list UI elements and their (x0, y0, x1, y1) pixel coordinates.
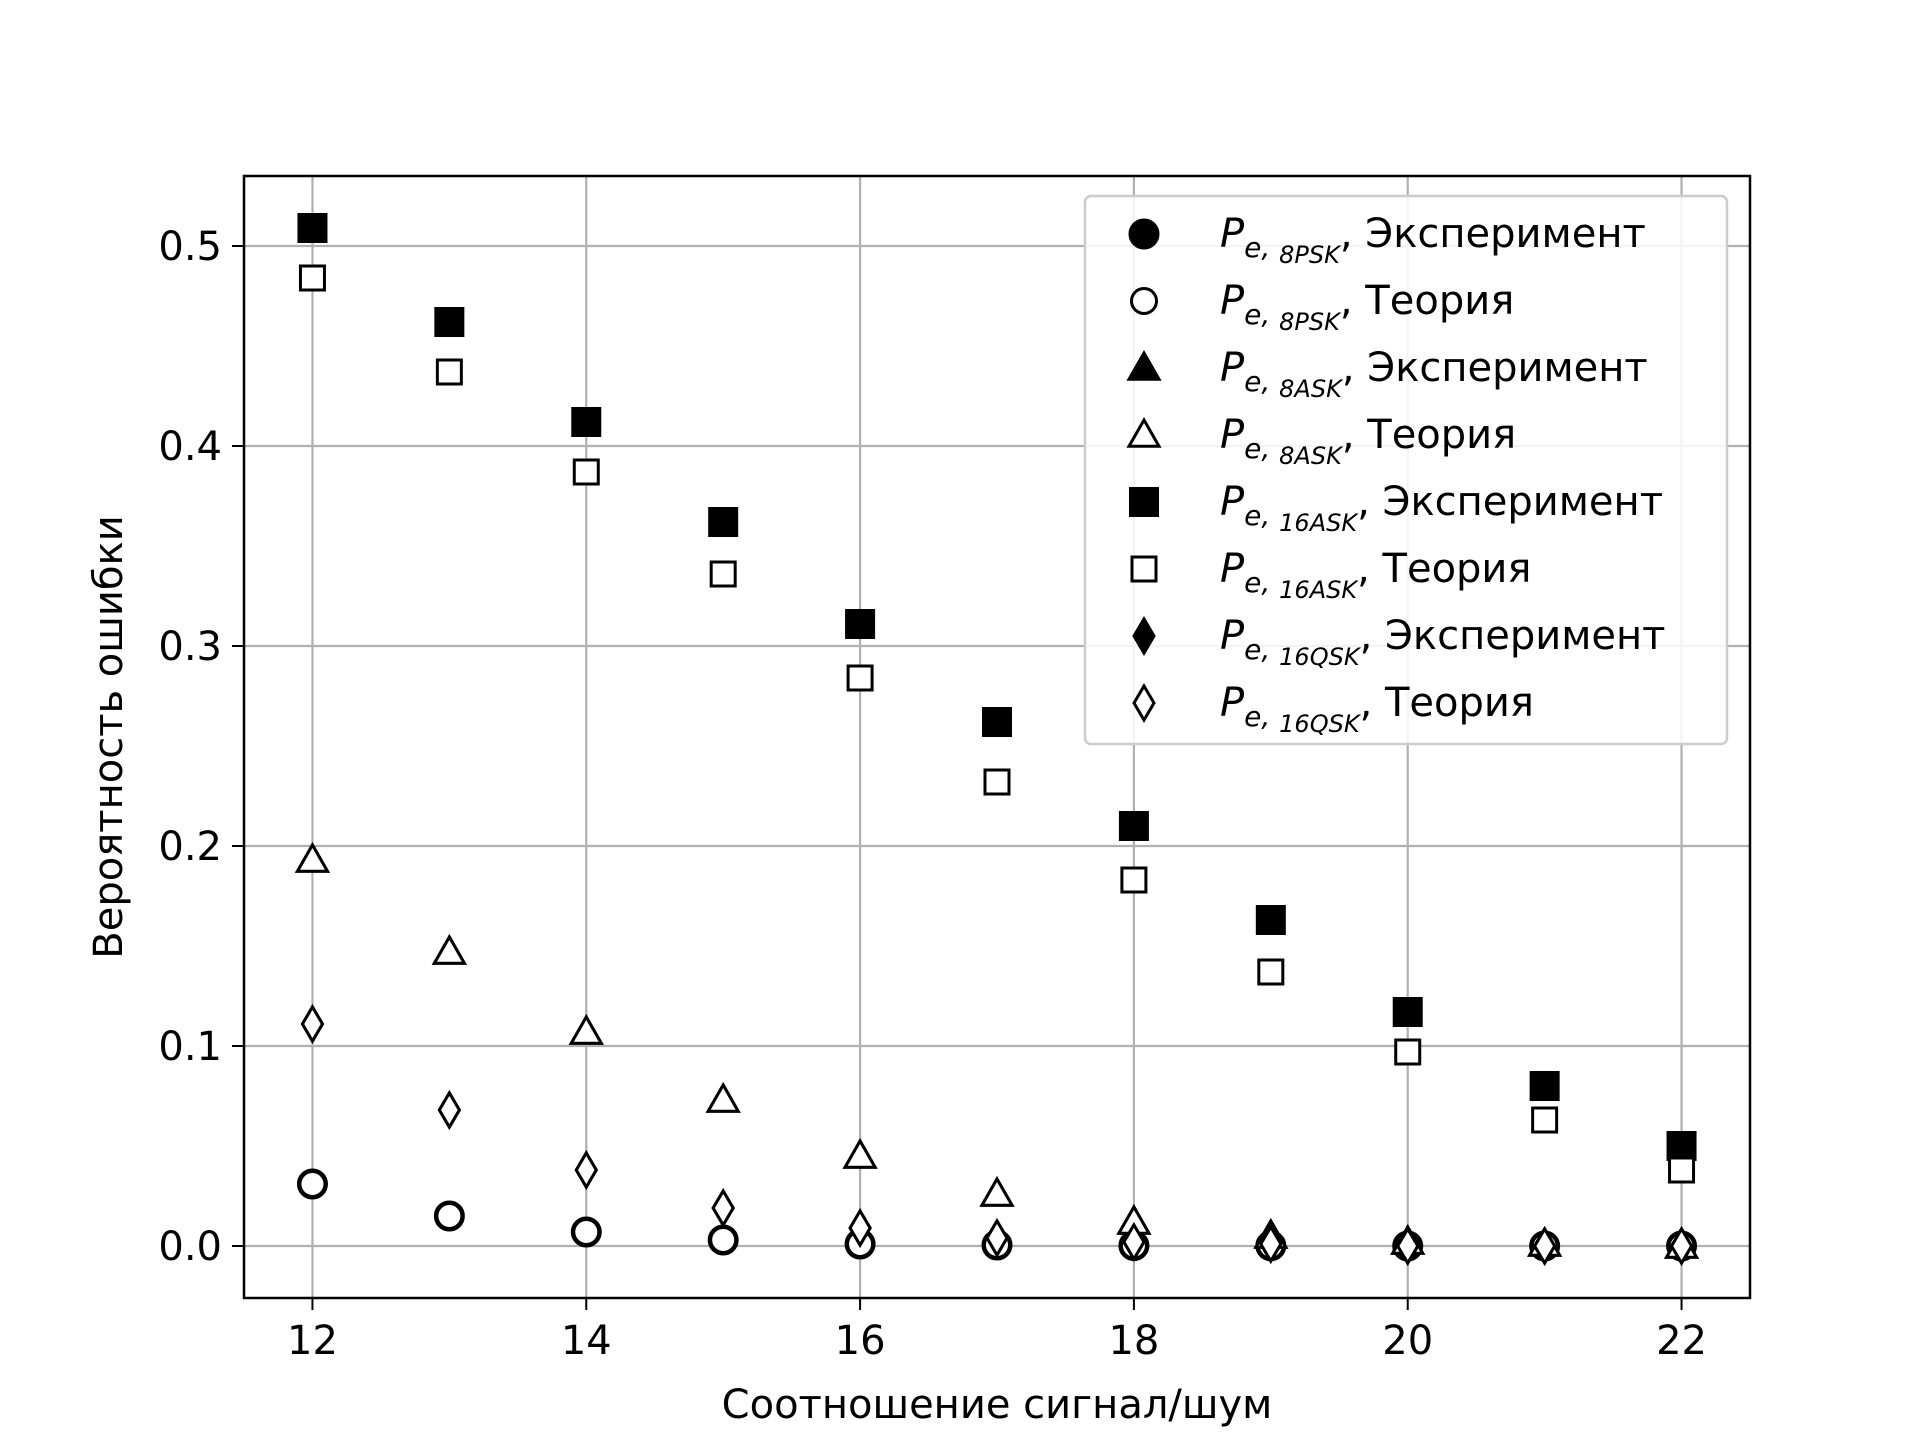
data-point (571, 407, 602, 437)
data-point (572, 1218, 601, 1246)
legend-marker (1126, 416, 1162, 448)
data-point (1532, 1226, 1557, 1266)
y-axis-label: Вероятность ошибки (86, 515, 132, 958)
legend-item: Pe, 16QSK, Теория (1132, 680, 1534, 738)
series-5 (298, 264, 1696, 1184)
legend-item: Pe, 16ASK, Эксперимент (1129, 479, 1663, 537)
data-point (1394, 1038, 1422, 1066)
data-point (437, 1090, 462, 1130)
legend-marker (1128, 218, 1160, 250)
x-tick-label: 20 (1382, 1318, 1433, 1364)
legend-box (1083, 194, 1729, 746)
y-tick-label: 0.4 (158, 424, 222, 470)
data-point (709, 560, 737, 588)
data-point (985, 1218, 1009, 1258)
legend-marker (1129, 487, 1159, 517)
data-point (711, 1188, 735, 1228)
data-point (982, 707, 1012, 737)
legend-label: Pe, 16ASK, Теория (1220, 546, 1532, 604)
axis-ticks: 12 14 16 18 20 22 0.0 0.1 0.2 0.3 0.4 0.5 (158, 224, 1707, 1364)
data-point (1122, 1222, 1146, 1262)
data-point (705, 1081, 741, 1113)
x-axis-label: Соотношение сигнал/шум (722, 1382, 1273, 1428)
data-point (1529, 1071, 1560, 1101)
x-tick-label: 22 (1656, 1318, 1707, 1364)
data-point (708, 507, 739, 537)
data-point (1666, 1131, 1697, 1161)
data-point (1669, 1226, 1694, 1266)
legend-label: Pe, 8PSK, Эксперимент (1220, 211, 1646, 269)
legend-label: Pe, 16QSK, Теория (1220, 680, 1534, 738)
legend-item: Pe, 8ASK, Эксперимент (1126, 345, 1648, 403)
series-3 (294, 841, 1700, 1259)
data-point (709, 1226, 738, 1254)
legend-marker (1132, 616, 1156, 656)
data-point (300, 1004, 325, 1044)
y-tick-label: 0.1 (158, 1024, 222, 1070)
data-point (1120, 866, 1148, 894)
data-point (435, 1202, 464, 1230)
y-tick-label: 0.3 (158, 624, 222, 670)
legend-item: Pe, 16ASK, Теория (1130, 546, 1532, 604)
data-point (435, 358, 463, 386)
legend: Pe, 8PSK, Эксперимент Pe, 8PSK, Теория Pe,… (1083, 194, 1729, 746)
legend-marker (1130, 555, 1158, 583)
data-point (1395, 1226, 1420, 1266)
x-tick-label: 12 (287, 1318, 338, 1364)
legend-item: Pe, 8PSK, Теория (1130, 278, 1514, 336)
legend-item: Pe, 8PSK, Эксперимент (1128, 211, 1646, 269)
data-point (1259, 1224, 1283, 1264)
data-point (574, 1150, 599, 1190)
legend-label: Pe, 16QSK, Эксперимент (1220, 613, 1665, 671)
data-point (1255, 905, 1286, 935)
y-tick-label: 0.0 (158, 1224, 222, 1270)
legend-item: Pe, 16QSK, Эксперимент (1132, 613, 1665, 671)
data-point (1668, 1156, 1696, 1184)
data-points (294, 213, 1700, 1266)
data-point (846, 664, 874, 692)
data-point (434, 307, 465, 337)
data-point (848, 1208, 872, 1248)
legend-marker (1126, 349, 1162, 381)
data-point (1392, 997, 1423, 1027)
legend-label: Pe, 8PSK, Теория (1220, 278, 1514, 336)
legend-marker (1132, 683, 1156, 723)
series-4 (297, 213, 1697, 1161)
series-7 (300, 1004, 1694, 1266)
data-point (1531, 1106, 1559, 1134)
data-point (572, 458, 600, 486)
data-point (1118, 811, 1149, 841)
x-tick-label: 14 (561, 1318, 612, 1364)
y-tick-label: 0.5 (158, 224, 222, 270)
data-point (294, 841, 331, 873)
legend-item: Pe, 8ASK, Теория (1126, 412, 1516, 470)
data-point (842, 1137, 878, 1169)
legend-label: Pe, 8ASK, Теория (1220, 412, 1516, 470)
data-point (431, 933, 467, 965)
y-tick-label: 0.2 (158, 824, 222, 870)
data-point (298, 1170, 327, 1198)
x-tick-label: 18 (1108, 1318, 1159, 1364)
legend-marker (1130, 287, 1158, 315)
data-point (1257, 958, 1285, 986)
data-point (845, 609, 876, 639)
legend-label: Pe, 16ASK, Эксперимент (1220, 479, 1663, 537)
x-tick-label: 16 (835, 1318, 886, 1364)
data-point (979, 1175, 1015, 1207)
data-point (568, 1013, 604, 1045)
data-point (983, 768, 1011, 796)
data-point (298, 264, 326, 292)
legend-label: Pe, 8ASK, Эксперимент (1220, 345, 1648, 403)
data-point (297, 213, 328, 243)
axes-frame (242, 174, 1752, 1300)
